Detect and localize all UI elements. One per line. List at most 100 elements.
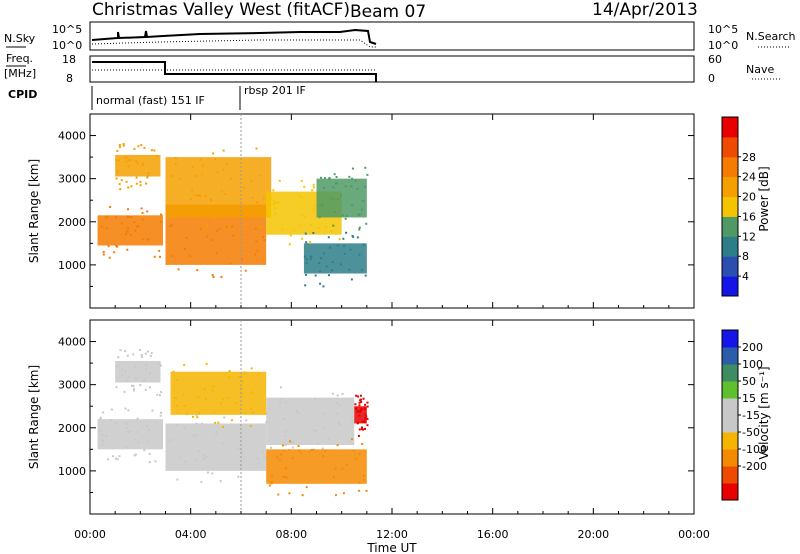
speckle-point bbox=[259, 174, 262, 177]
speckle-point bbox=[357, 213, 360, 216]
speckle-point bbox=[304, 232, 307, 235]
speckle-point bbox=[335, 401, 338, 404]
speckle-point bbox=[359, 409, 362, 412]
speckle-point bbox=[321, 447, 324, 450]
power-heatmap bbox=[97, 142, 369, 288]
nsearch-tick-bottom: 10^0 bbox=[708, 39, 738, 52]
speckle-point bbox=[182, 393, 185, 396]
speckle-point bbox=[270, 474, 273, 477]
ytick-label: 2000 bbox=[58, 216, 86, 229]
speckle-point bbox=[198, 450, 201, 453]
speckle-point bbox=[118, 146, 121, 149]
speckle-point bbox=[336, 182, 339, 185]
colorbar-tick-label: -100 bbox=[742, 443, 767, 456]
speckle-point bbox=[131, 384, 134, 387]
speckle-point bbox=[327, 236, 330, 239]
colorbar-segment bbox=[722, 256, 738, 277]
speckle-point bbox=[238, 376, 241, 379]
speckle-point bbox=[274, 201, 277, 204]
speckle-point bbox=[100, 225, 103, 228]
speckle-point bbox=[136, 417, 139, 420]
speckle-point bbox=[139, 348, 142, 351]
colorbar-tick-label: 200 bbox=[742, 341, 763, 354]
speckle-point bbox=[357, 409, 360, 412]
speckle-point bbox=[361, 408, 364, 411]
speckle-point bbox=[279, 401, 282, 404]
speckle-point bbox=[146, 238, 149, 241]
speckle-point bbox=[262, 197, 265, 200]
speckle-point bbox=[365, 222, 368, 225]
speckle-point bbox=[311, 189, 314, 192]
colorbar-segment bbox=[722, 432, 738, 450]
speckle-point bbox=[179, 204, 182, 207]
speckle-point bbox=[335, 176, 338, 179]
speckle-point bbox=[215, 430, 218, 433]
speckle-point bbox=[135, 182, 138, 185]
speckle-point bbox=[201, 164, 204, 167]
speckle-point bbox=[169, 225, 172, 228]
speckle-point bbox=[115, 386, 118, 389]
speckle-point bbox=[333, 224, 336, 227]
speckle-point bbox=[322, 455, 325, 458]
speckle-point bbox=[132, 384, 135, 387]
speckle-point bbox=[102, 411, 105, 414]
speckle-point bbox=[342, 492, 345, 495]
speckle-point bbox=[319, 257, 322, 260]
date-label: 14/Apr/2013 bbox=[592, 0, 698, 20]
power-colorbar-label: Power [dB] bbox=[757, 166, 771, 231]
speckle-point bbox=[232, 234, 235, 237]
speckle-point bbox=[134, 453, 137, 456]
speckle-point bbox=[117, 356, 120, 359]
speckle-point bbox=[136, 431, 139, 434]
speckle-point bbox=[242, 457, 245, 460]
freq-panel: Freq. [MHz] 18 8 60 0 Nave bbox=[4, 52, 782, 85]
speckle-point bbox=[108, 256, 111, 259]
speckle-point bbox=[351, 204, 354, 207]
speckle-point bbox=[354, 407, 357, 410]
speckle-point bbox=[345, 215, 348, 218]
colorbar-segment bbox=[722, 236, 738, 257]
speckle-point bbox=[358, 213, 361, 216]
speckle-point bbox=[344, 185, 347, 188]
speckle-point bbox=[358, 401, 361, 404]
speckle-point bbox=[218, 228, 221, 231]
speckle-point bbox=[252, 207, 255, 210]
speckle-point bbox=[225, 225, 228, 228]
speckle-point bbox=[219, 402, 222, 405]
speckle-point bbox=[126, 427, 129, 430]
speckle-point bbox=[102, 253, 105, 256]
speckle-point bbox=[362, 243, 365, 246]
speckle-point bbox=[227, 397, 230, 400]
speckle-point bbox=[295, 410, 298, 413]
speckle-point bbox=[250, 391, 253, 394]
colorbar-tick-label: 16 bbox=[742, 210, 756, 223]
colorbar-tick-label: 15 bbox=[742, 392, 756, 405]
speckle-point bbox=[277, 493, 280, 496]
speckle-point bbox=[110, 408, 113, 411]
speckle-point bbox=[191, 165, 194, 168]
speckle-point bbox=[333, 173, 336, 176]
speckle-point bbox=[358, 226, 361, 229]
speckle-point bbox=[251, 196, 254, 199]
speckle-point bbox=[268, 407, 271, 410]
band-0-1 bbox=[115, 154, 161, 177]
speckle-point bbox=[352, 235, 355, 238]
speckle-point bbox=[127, 159, 130, 162]
speckle-point bbox=[199, 158, 202, 161]
speckle-point bbox=[364, 274, 367, 277]
speckle-point bbox=[139, 384, 142, 387]
speckle-point bbox=[330, 269, 333, 272]
speckle-point bbox=[176, 411, 179, 414]
speckle-point bbox=[346, 463, 349, 466]
speckle-point bbox=[184, 427, 187, 430]
speckle-point bbox=[356, 236, 359, 239]
power-colorbar: 28 24 20 16 12 8 4 bbox=[721, 116, 756, 297]
speckle-point bbox=[309, 240, 312, 243]
speckle-point bbox=[291, 457, 294, 460]
speckle-point bbox=[358, 428, 361, 431]
speckle-point bbox=[341, 392, 344, 395]
freq-label: Freq. bbox=[6, 52, 33, 65]
colorbar-segment bbox=[722, 330, 738, 348]
speckle-point bbox=[331, 392, 334, 395]
speckle-point bbox=[212, 385, 215, 388]
